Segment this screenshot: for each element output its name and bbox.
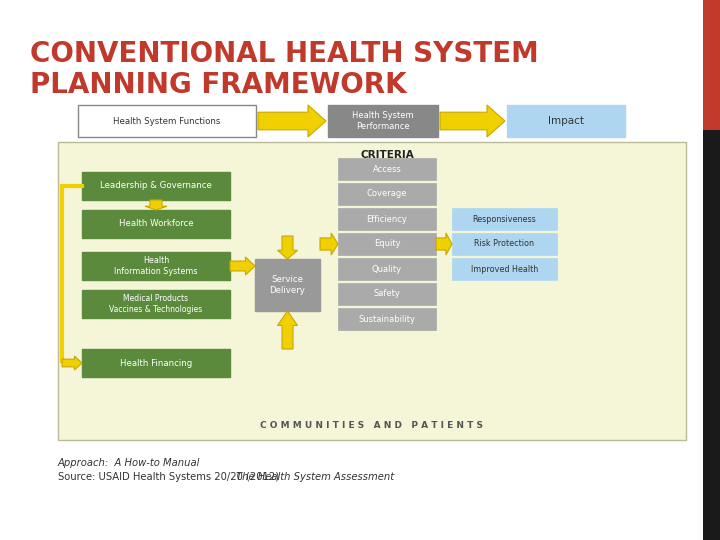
FancyBboxPatch shape	[58, 142, 686, 440]
FancyBboxPatch shape	[338, 233, 436, 255]
Polygon shape	[320, 233, 338, 255]
Text: Equity: Equity	[374, 240, 400, 248]
Text: CRITERIA: CRITERIA	[360, 150, 414, 160]
FancyBboxPatch shape	[507, 105, 625, 137]
Text: Health Financing: Health Financing	[120, 359, 192, 368]
Text: CONVENTIONAL HEALTH SYSTEM
PLANNING FRAMEWORK: CONVENTIONAL HEALTH SYSTEM PLANNING FRAM…	[30, 40, 539, 99]
Text: Source: USAID Health Systems 20/20 (2012): Source: USAID Health Systems 20/20 (2012…	[58, 472, 282, 482]
FancyBboxPatch shape	[255, 259, 320, 311]
Text: Safety: Safety	[374, 289, 400, 299]
FancyBboxPatch shape	[452, 233, 557, 255]
Polygon shape	[277, 311, 297, 349]
FancyBboxPatch shape	[78, 105, 256, 137]
FancyBboxPatch shape	[82, 252, 230, 280]
Text: Access: Access	[372, 165, 402, 173]
FancyBboxPatch shape	[338, 258, 436, 280]
Text: Service
Delivery: Service Delivery	[269, 275, 305, 295]
Polygon shape	[436, 233, 452, 255]
Text: Health Workforce: Health Workforce	[119, 219, 193, 228]
Polygon shape	[440, 105, 505, 137]
FancyBboxPatch shape	[452, 208, 557, 230]
FancyBboxPatch shape	[338, 308, 436, 330]
FancyBboxPatch shape	[82, 172, 230, 200]
FancyBboxPatch shape	[338, 183, 436, 205]
FancyBboxPatch shape	[328, 105, 438, 137]
FancyBboxPatch shape	[338, 283, 436, 305]
Text: Sustainability: Sustainability	[359, 314, 415, 323]
Text: C O M M U N I T I E S   A N D   P A T I E N T S: C O M M U N I T I E S A N D P A T I E N …	[261, 422, 484, 430]
Text: Quality: Quality	[372, 265, 402, 273]
Text: Risk Protection: Risk Protection	[474, 240, 534, 248]
Text: Leadership & Governance: Leadership & Governance	[100, 181, 212, 191]
Text: Health
Information Systems: Health Information Systems	[114, 256, 198, 276]
Text: Impact: Impact	[548, 116, 584, 126]
Polygon shape	[145, 200, 167, 210]
Text: Health System
Performance: Health System Performance	[352, 111, 414, 131]
Text: Health System Functions: Health System Functions	[113, 117, 221, 125]
FancyBboxPatch shape	[703, 0, 720, 540]
FancyBboxPatch shape	[82, 349, 230, 377]
FancyBboxPatch shape	[338, 158, 436, 180]
Polygon shape	[277, 236, 297, 259]
Text: Improved Health: Improved Health	[471, 265, 538, 273]
FancyBboxPatch shape	[338, 208, 436, 230]
Text: Coverage: Coverage	[366, 190, 408, 199]
FancyBboxPatch shape	[82, 290, 230, 318]
Text: Medical Products
Vaccines & Technologies: Medical Products Vaccines & Technologies	[109, 294, 202, 314]
Text: Efficiency: Efficiency	[366, 214, 408, 224]
FancyBboxPatch shape	[82, 210, 230, 238]
Polygon shape	[230, 257, 255, 275]
FancyBboxPatch shape	[703, 0, 720, 130]
FancyBboxPatch shape	[452, 258, 557, 280]
Text: Approach:  A How-to Manual: Approach: A How-to Manual	[58, 458, 200, 468]
Text: Responsiveness: Responsiveness	[472, 214, 536, 224]
Polygon shape	[258, 105, 326, 137]
Polygon shape	[62, 356, 82, 370]
Text: The Health System Assessment: The Health System Assessment	[236, 472, 395, 482]
